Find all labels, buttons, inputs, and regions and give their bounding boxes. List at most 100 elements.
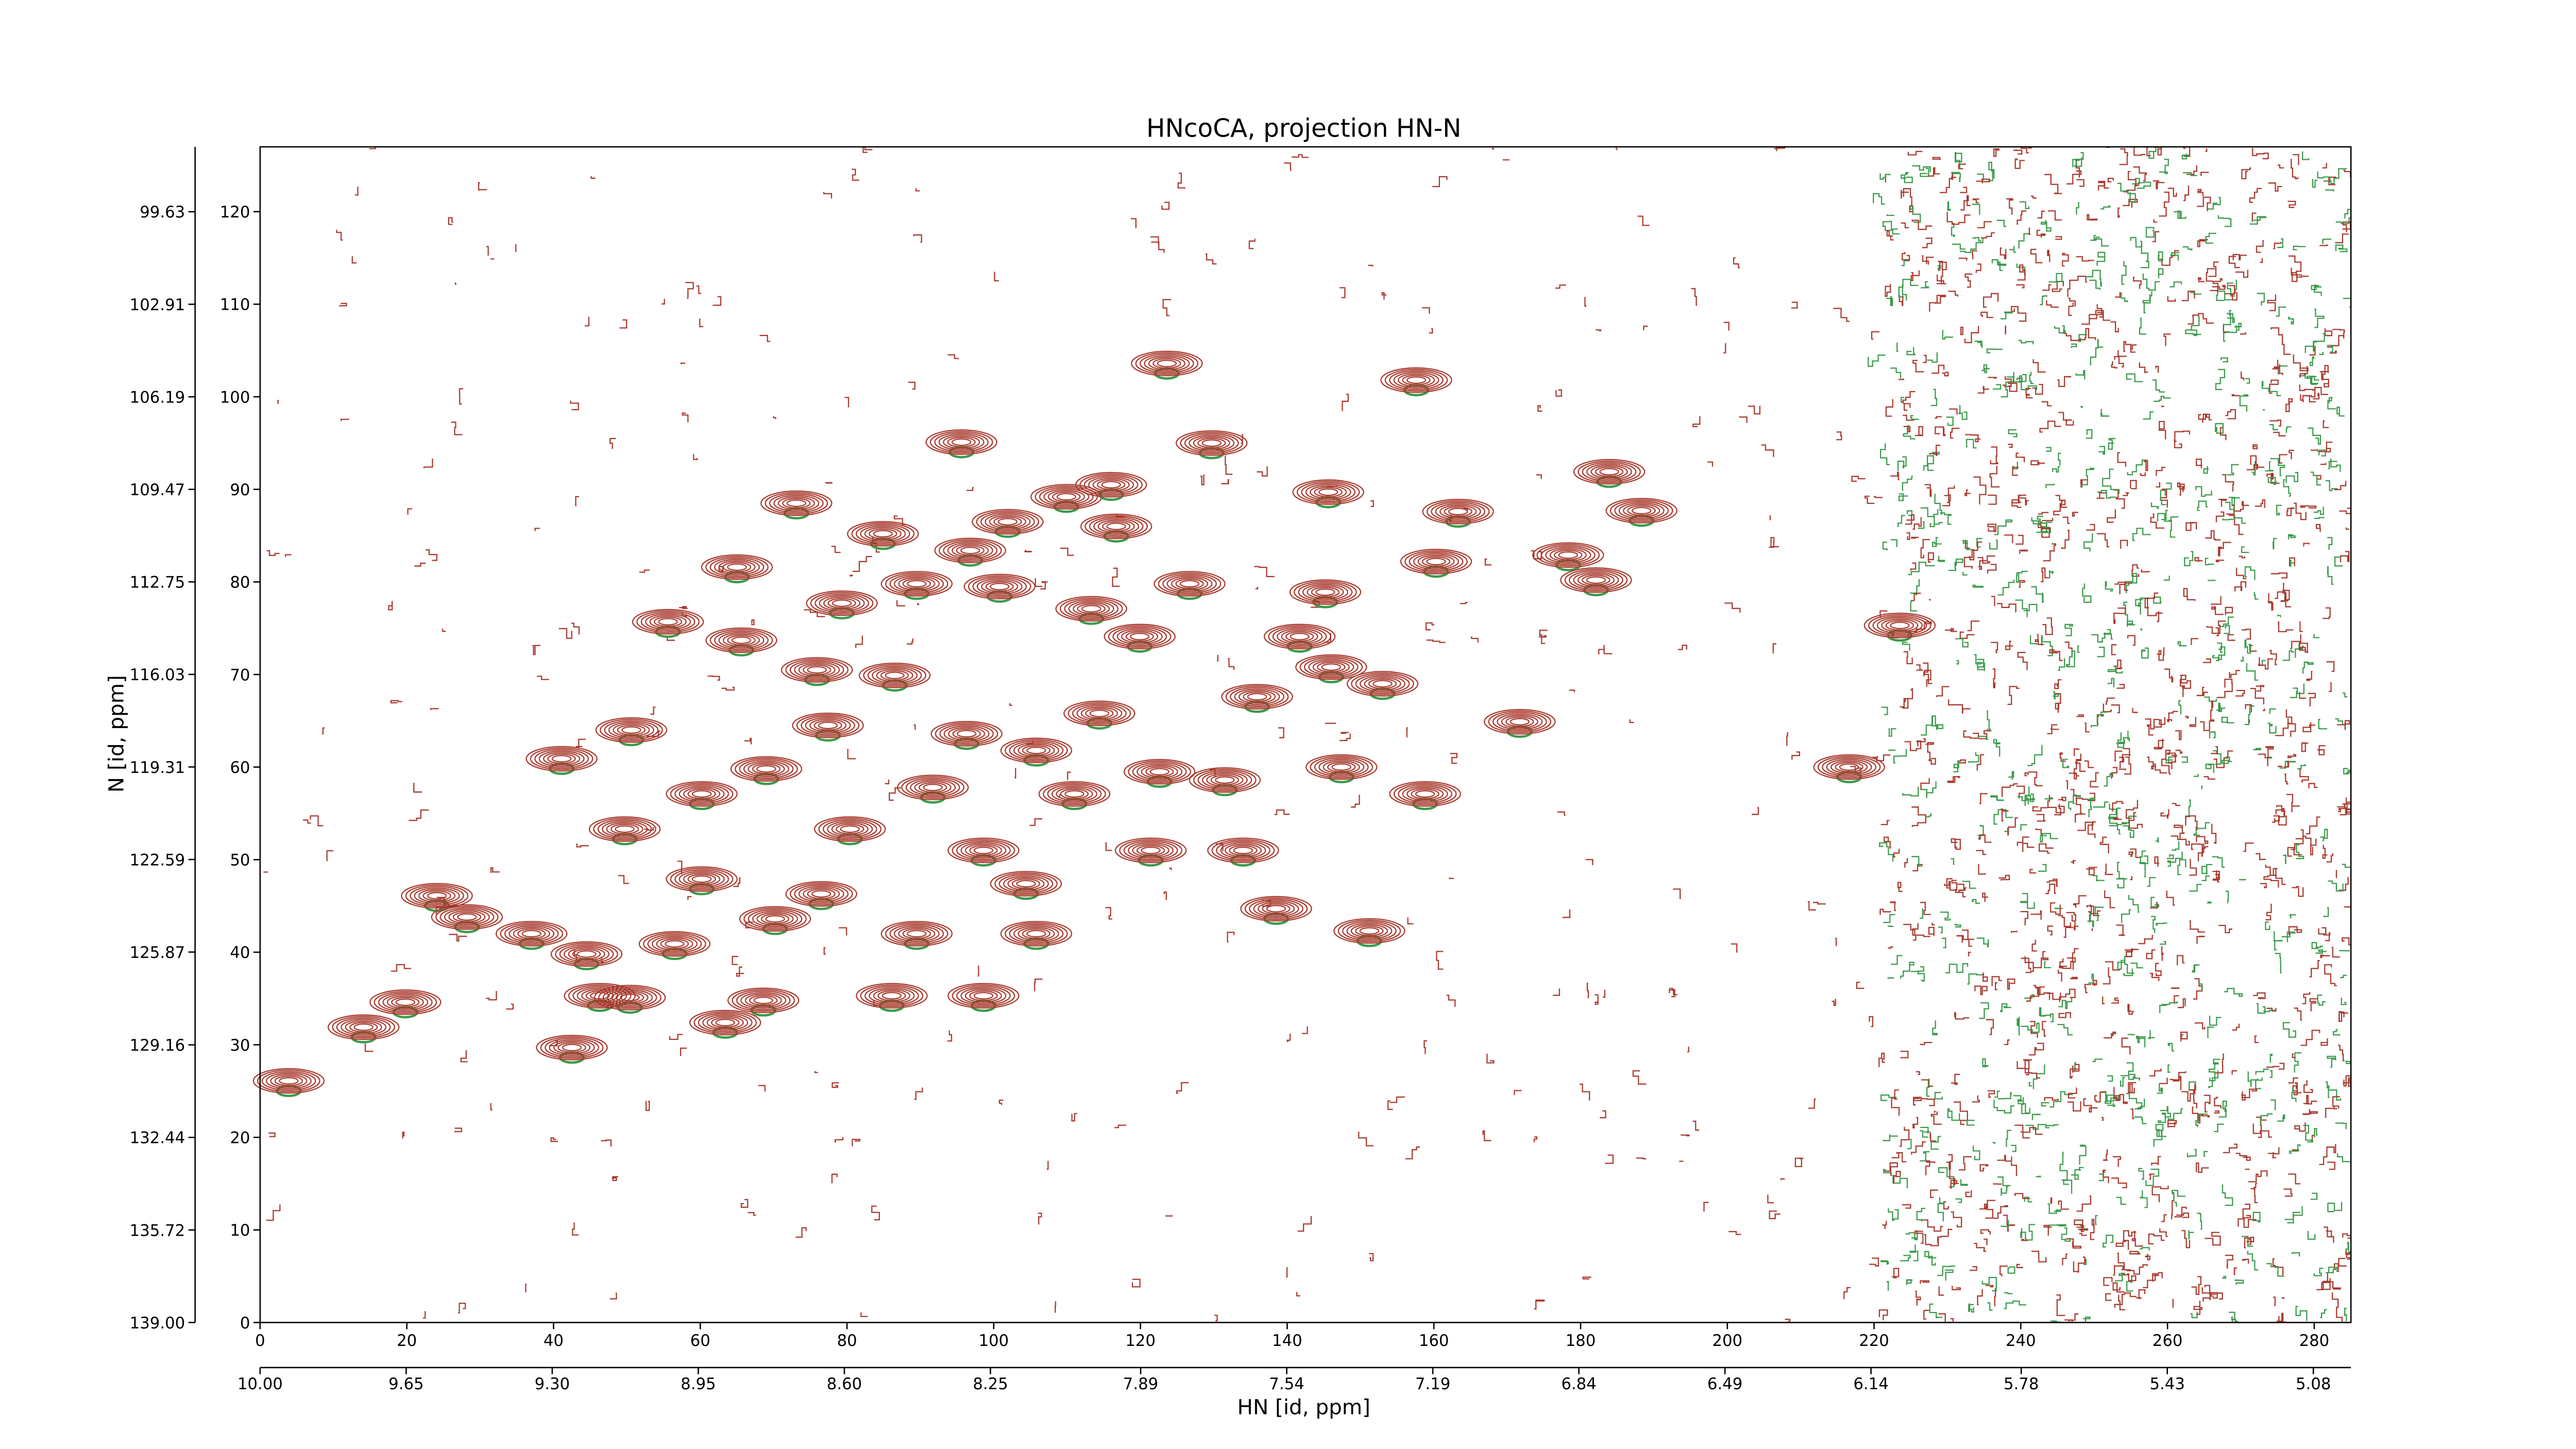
- peak-contour: [1484, 709, 1556, 735]
- peak-contour: [1220, 842, 1266, 859]
- noise-contour: [2173, 1075, 2182, 1090]
- noise-contour: [2340, 551, 2350, 563]
- noise-contour: [1769, 1210, 1781, 1220]
- peak-contour: [1577, 573, 1615, 587]
- noise-contour: [1536, 474, 1542, 479]
- noise-contour: [2026, 985, 2040, 1002]
- noise-contour: [2042, 518, 2054, 521]
- peak-contour: [994, 872, 1058, 895]
- noise-contour: [1786, 732, 1788, 746]
- peak-contour: [1307, 585, 1344, 599]
- noise-contour: [2172, 803, 2181, 806]
- noise-contour: [2059, 958, 2064, 969]
- noise-contour: [442, 628, 446, 632]
- noise-contour: [1944, 495, 1950, 503]
- noise-contour: [2107, 509, 2116, 523]
- y2-tick-label: 116.03: [130, 666, 185, 684]
- noise-contour: [2058, 969, 2062, 982]
- noise-contour: [2122, 1273, 2137, 1283]
- peak-contour: [1590, 465, 1628, 479]
- noise-contour: [2117, 959, 2126, 970]
- noise-contour: [2310, 356, 2315, 366]
- noise-contour: [2227, 988, 2243, 997]
- noise-contour: [1909, 205, 1921, 223]
- peak-contour: [709, 629, 773, 652]
- noise-contour: [2210, 278, 2223, 292]
- noise-contour: [2175, 750, 2183, 754]
- peak: [666, 781, 738, 811]
- noise-contour: [2332, 1292, 2346, 1323]
- peak: [963, 574, 1036, 603]
- noise-contour: [2272, 1152, 2277, 1158]
- noise-contour: [2153, 180, 2165, 190]
- noise-contour: [2004, 1292, 2013, 1294]
- peak-contour: [1422, 499, 1494, 525]
- peak-contour: [1064, 599, 1119, 619]
- peak: [431, 904, 503, 934]
- peak-contour: [880, 921, 953, 947]
- noise-contour: [1969, 1266, 1977, 1271]
- noise-contour: [745, 921, 753, 929]
- peak-contour: [705, 555, 769, 579]
- peak-contour: [1141, 847, 1161, 854]
- noise-contour: [2286, 794, 2300, 813]
- noise-contour: [804, 609, 825, 617]
- noise-contour: [1924, 669, 1933, 687]
- noise-contour: [2238, 1218, 2257, 1228]
- noise-contour: [1432, 176, 1448, 188]
- noise-contour: [2235, 689, 2245, 697]
- noise-contour: [1899, 295, 1904, 306]
- x2-tick-label: 9.65: [388, 1375, 423, 1393]
- noise-contour: [2273, 538, 2277, 549]
- peak-contour: [934, 432, 989, 452]
- noise-contour: [1904, 688, 1913, 702]
- noise-contour: [2066, 170, 2082, 184]
- peak-contour: [691, 875, 712, 883]
- noise-contour: [2026, 1224, 2036, 1241]
- noise-contour: [2144, 592, 2159, 609]
- noise-contour: [2140, 472, 2146, 476]
- peak-contour: [1536, 544, 1600, 567]
- peak-contour: [743, 761, 789, 778]
- y2-tick-label: 132.44: [130, 1129, 185, 1148]
- peak-contour: [1193, 768, 1257, 791]
- noise-contour: [2333, 1105, 2340, 1109]
- peak-contour: [882, 992, 902, 1000]
- noise-contour: [1681, 1134, 1690, 1137]
- peak-contour: [1876, 617, 1923, 634]
- noise-contour: [2251, 212, 2257, 222]
- y-tick-label: 40: [230, 943, 250, 962]
- noise-contour: [2179, 675, 2187, 688]
- peak-contour: [1119, 839, 1182, 862]
- noise-contour: [2193, 978, 2203, 1000]
- noise-contour: [2292, 1085, 2301, 1096]
- peak: [947, 837, 1020, 867]
- peak-contour: [1308, 659, 1354, 676]
- noise-contour: [2334, 481, 2347, 491]
- noise-contour: [2022, 1127, 2043, 1139]
- noise-contour: [2319, 352, 2324, 356]
- noise-contour: [1937, 555, 1945, 562]
- noise-contour: [2338, 1044, 2345, 1062]
- noise-contour: [1643, 326, 1648, 330]
- noise-contour: [1278, 727, 1284, 738]
- noise-contour: [2083, 1317, 2091, 1323]
- noise-contour: [2245, 378, 2250, 384]
- peak-contour: [526, 746, 598, 772]
- noise-contour: [1900, 1255, 1911, 1261]
- noise-contour: [1920, 1151, 1930, 1162]
- noise-contour: [2218, 498, 2227, 507]
- noise-contour: [2313, 341, 2317, 352]
- noise-contour: [2197, 822, 2210, 829]
- noise-contour: [532, 645, 541, 655]
- noise-contour: [2086, 524, 2095, 531]
- noise-contour: [2126, 373, 2143, 382]
- peak-contour: [1609, 499, 1673, 522]
- noise-contour: [2122, 748, 2131, 763]
- noise-contour: [2307, 1231, 2316, 1240]
- peak-contour: [1268, 625, 1331, 648]
- noise-contour: [2289, 560, 2294, 567]
- noise-contour: [1780, 1178, 1785, 1181]
- peak-contour: [709, 557, 765, 577]
- noise-contour: [618, 875, 630, 884]
